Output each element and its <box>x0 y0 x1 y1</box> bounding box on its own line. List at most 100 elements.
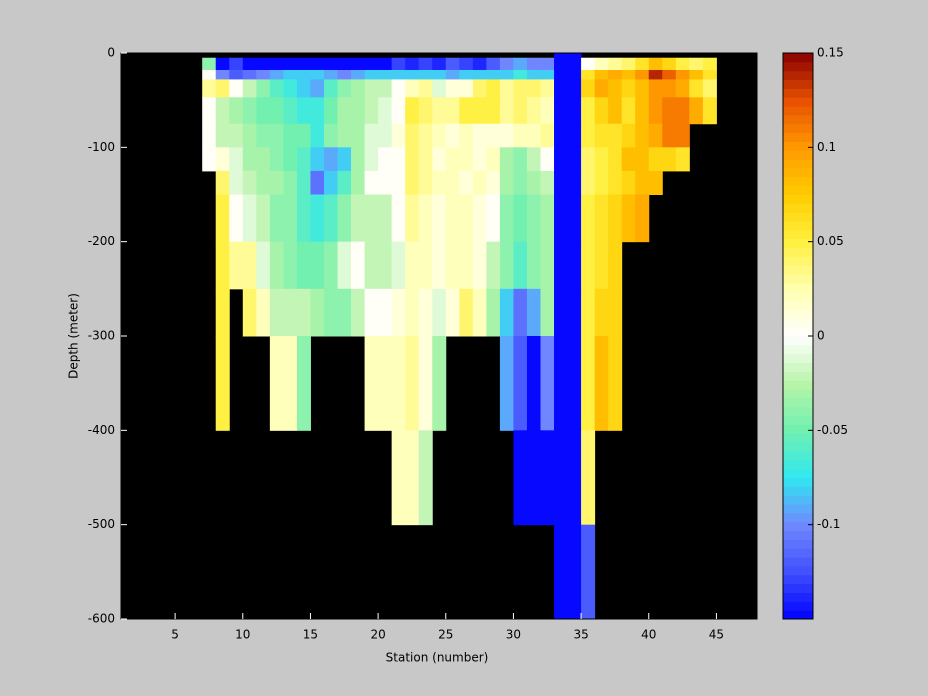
colorbar-band <box>783 97 813 107</box>
heat-cell <box>554 241 569 290</box>
heat-cell <box>513 336 528 431</box>
heat-cell <box>310 69 325 80</box>
heat-cell <box>202 79 217 98</box>
heat-cell <box>202 57 217 71</box>
heat-cell <box>540 194 555 243</box>
heat-cell <box>445 123 460 148</box>
heat-cell <box>432 288 447 337</box>
heat-cell <box>554 69 569 80</box>
heat-cell <box>269 241 284 290</box>
heat-cell <box>310 241 325 290</box>
heat-cell <box>269 57 284 71</box>
heat-cell <box>540 57 555 71</box>
heat-cell <box>215 97 230 125</box>
x-tick-label: 25 <box>438 628 453 642</box>
heat-cell <box>364 57 379 71</box>
heat-cell <box>554 524 569 620</box>
heat-cell <box>459 241 474 290</box>
heat-cell <box>391 97 406 125</box>
heat-cell <box>608 170 623 195</box>
heat-cell <box>256 57 271 71</box>
heat-cell <box>269 79 284 98</box>
colorbar-band <box>783 415 813 425</box>
heat-cell <box>418 79 433 98</box>
heat-cell <box>283 147 298 172</box>
heat-cell <box>405 57 420 71</box>
heat-cell <box>635 147 650 172</box>
heat-cell <box>378 69 393 80</box>
heat-cell <box>323 288 339 337</box>
colorbar-band <box>783 504 813 514</box>
heat-cell <box>554 79 569 98</box>
heat-cell <box>554 336 569 431</box>
heat-cell <box>351 170 366 195</box>
heat-cell <box>323 69 339 80</box>
heat-cell <box>337 194 352 243</box>
heat-cell <box>432 147 447 172</box>
heat-cell <box>391 69 406 80</box>
heat-cell <box>608 69 623 80</box>
colorbar-band <box>783 477 813 487</box>
heat-cell <box>513 241 528 290</box>
heat-cell <box>499 170 514 195</box>
heat-cell <box>526 336 541 431</box>
heat-cell <box>459 123 474 148</box>
heat-cell <box>526 194 541 243</box>
heat-cell <box>418 147 433 172</box>
heat-cell <box>323 241 339 290</box>
colorbar-band <box>783 539 813 549</box>
x-tick-label: 15 <box>303 628 318 642</box>
heat-cell <box>337 288 352 337</box>
heat-cell <box>554 97 569 125</box>
heat-cell <box>581 97 596 125</box>
heat-cell <box>540 69 555 80</box>
heat-cell <box>594 336 609 431</box>
heat-cell <box>418 123 433 148</box>
heat-cell <box>459 97 474 125</box>
heat-cell <box>310 194 325 243</box>
heat-cell <box>378 194 393 243</box>
heat-cell <box>378 241 393 290</box>
heat-cell <box>567 241 582 290</box>
heat-cell <box>621 194 636 243</box>
heat-cell <box>364 69 379 80</box>
heat-cell <box>351 69 366 80</box>
heat-cell <box>594 97 609 125</box>
heat-cell <box>310 123 325 148</box>
colorbar-band <box>783 442 813 452</box>
heat-cell <box>242 241 257 290</box>
heat-cell <box>283 241 298 290</box>
heat-cell <box>594 194 609 243</box>
heat-cell <box>459 288 474 337</box>
heat-cell <box>594 288 609 337</box>
heat-cell <box>323 97 339 125</box>
heat-cell <box>256 147 271 172</box>
heat-cell <box>540 336 555 431</box>
heat-cell <box>391 336 406 431</box>
heat-cell <box>229 170 244 195</box>
heat-cell <box>554 430 569 526</box>
heat-cell <box>215 241 230 290</box>
colorbar-band <box>783 70 813 81</box>
heat-cell <box>351 147 366 172</box>
heat-cell <box>499 194 514 243</box>
heat-cell <box>526 430 541 526</box>
heat-cell <box>689 97 704 125</box>
heat-cell <box>662 57 677 71</box>
heat-cell <box>242 288 257 337</box>
colorbar-band <box>783 194 813 204</box>
colorbar-band <box>783 610 813 620</box>
colorbar-band <box>783 433 813 443</box>
heat-cell <box>581 79 596 98</box>
heat-cell <box>635 123 650 148</box>
heat-cell <box>215 170 230 195</box>
heat-cell <box>621 170 636 195</box>
y-tick-label: -300 <box>88 329 115 343</box>
heat-cell <box>229 69 244 80</box>
heat-cell <box>472 288 487 337</box>
heat-cell <box>229 241 244 290</box>
x-tick-label: 40 <box>641 628 656 642</box>
heat-cell <box>229 79 244 98</box>
